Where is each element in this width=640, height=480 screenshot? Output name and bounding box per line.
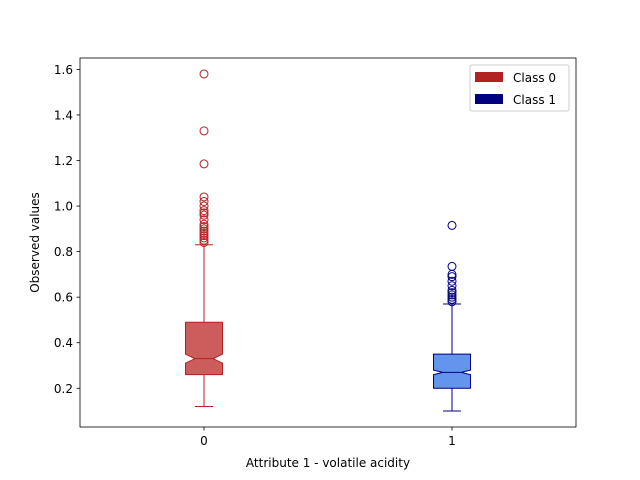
outlier-point <box>199 206 209 216</box>
legend: Class 0 Class 1 <box>469 64 570 112</box>
outlier-point <box>447 288 457 298</box>
outlier-point <box>199 192 209 202</box>
outlier-point <box>447 297 457 307</box>
outlier-point <box>199 219 209 229</box>
x-tick-label: 1 <box>448 434 456 448</box>
box-class-1 <box>433 220 471 412</box>
outlier-point <box>199 159 209 169</box>
outlier-point <box>447 285 457 295</box>
outlier-point <box>199 197 209 206</box>
outlier-point <box>447 276 457 286</box>
box-body <box>185 321 223 376</box>
y-tick-label: 0.2 <box>54 382 73 396</box>
y-axis-label: Observed values <box>28 192 42 293</box>
outlier-point <box>447 290 457 300</box>
y-axis: 0.2 0.4 0.6 0.8 1.0 1.2 1.4 1.6 <box>54 63 80 396</box>
outlier-point <box>199 226 209 236</box>
outlier-point <box>447 292 457 302</box>
outlier-point <box>199 235 209 245</box>
y-tick-label: 0.4 <box>54 336 73 350</box>
y-tick-label: 1.4 <box>54 108 73 122</box>
outlier-point <box>199 231 209 241</box>
legend-swatch <box>475 72 503 82</box>
outlier-point <box>199 238 209 247</box>
outlier-point <box>199 224 209 234</box>
legend-label: Class 0 <box>513 71 556 85</box>
plot-area <box>185 69 471 412</box>
outlier-point <box>199 126 209 136</box>
outlier-point <box>199 201 209 211</box>
x-axis-label: Attribute 1 - volatile acidity <box>246 456 410 470</box>
outlier-point <box>199 228 209 238</box>
y-tick-label: 1.0 <box>54 200 73 214</box>
legend-label: Class 1 <box>513 93 556 107</box>
box-class-0 <box>185 69 223 407</box>
outlier-point <box>447 294 457 304</box>
outlier-point <box>199 215 209 225</box>
y-tick-label: 1.2 <box>54 154 73 168</box>
axes-frame <box>79 57 577 428</box>
y-tick-label: 0.6 <box>54 291 73 305</box>
outlier-point <box>199 222 209 232</box>
outlier-point <box>447 272 457 282</box>
outlier-point <box>199 233 209 243</box>
y-tick-label: 1.6 <box>54 63 73 77</box>
x-tick-label: 0 <box>200 434 208 448</box>
outlier-point <box>447 261 457 271</box>
outlier-point <box>199 210 209 220</box>
outlier-point <box>199 69 209 79</box>
outlier-point <box>447 281 457 291</box>
outlier-point <box>199 208 209 218</box>
outlier-point <box>447 220 457 230</box>
legend-swatch <box>475 94 503 104</box>
box-body <box>433 353 471 389</box>
y-tick-label: 0.8 <box>54 245 73 259</box>
